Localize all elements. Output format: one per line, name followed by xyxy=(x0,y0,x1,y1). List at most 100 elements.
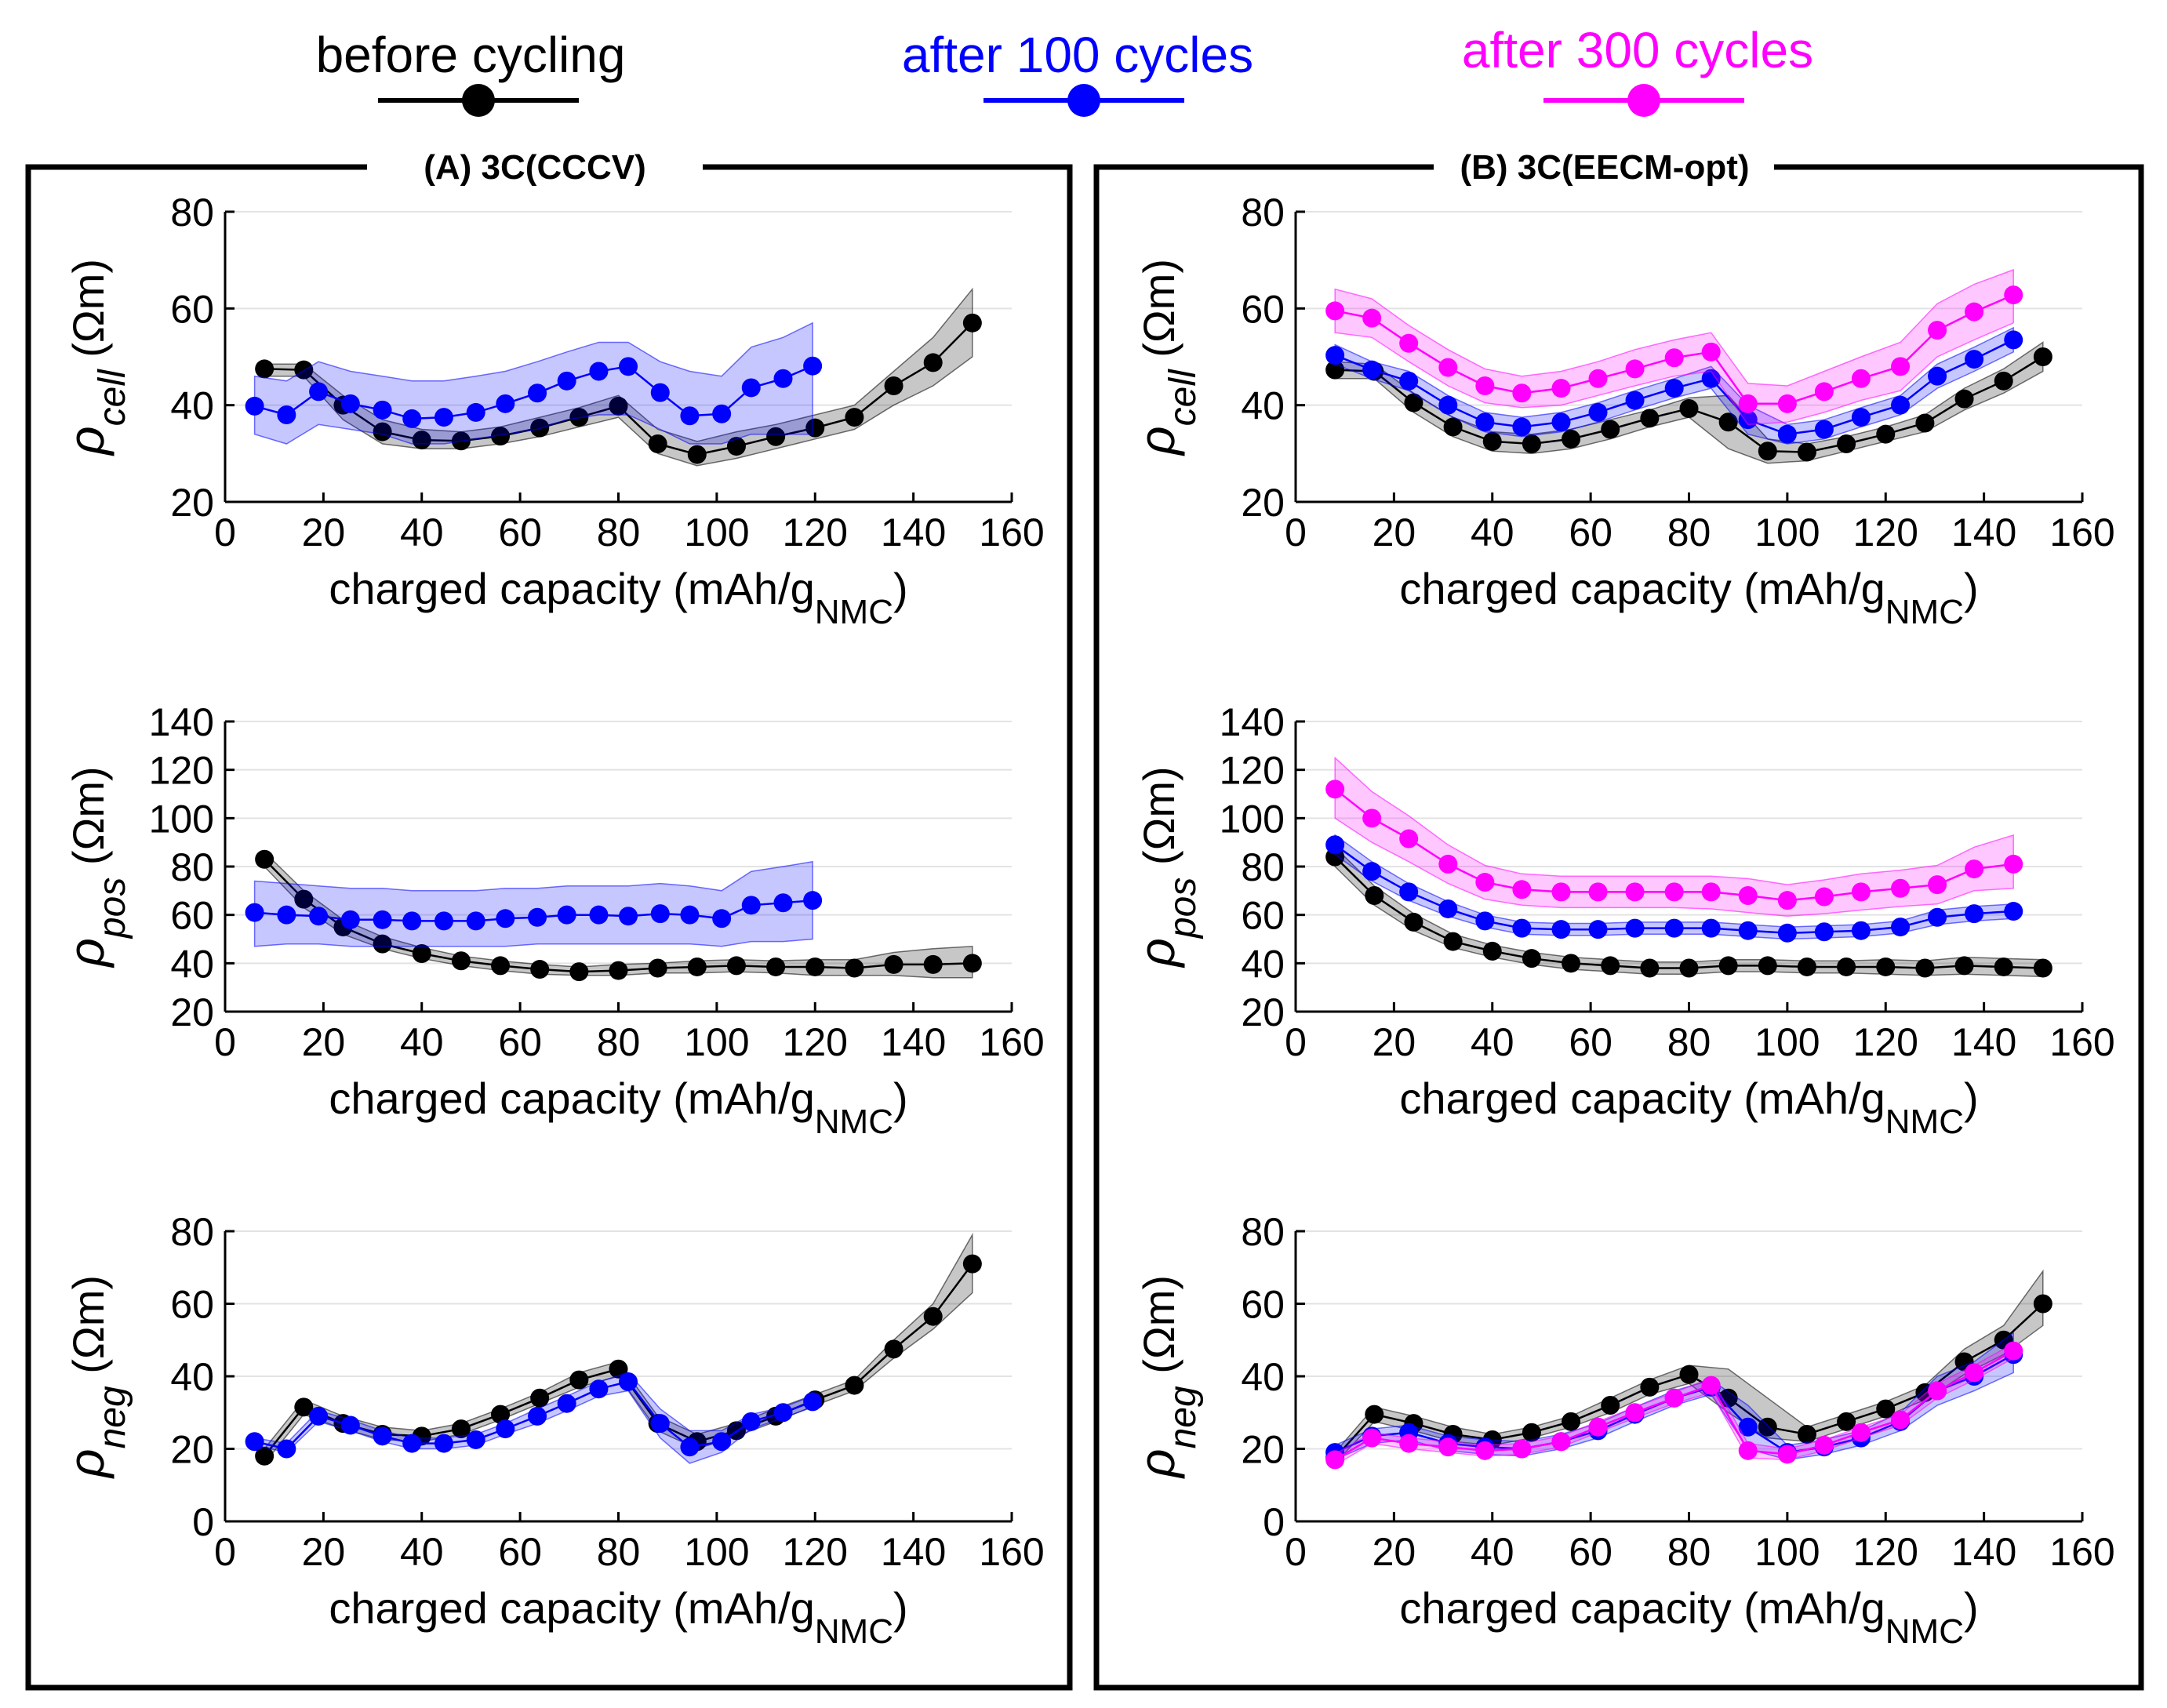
chart-a-pos-x-tick-label: 40 xyxy=(400,1020,444,1064)
chart-b-cell-point-c100 xyxy=(1851,408,1871,427)
chart-a-cell-y-label-rho: ρ xyxy=(58,426,115,456)
chart-b-pos-x-tick-label: 80 xyxy=(1667,1020,1711,1064)
chart-b-neg-x-label: charged capacity (mAh/gNMC) xyxy=(1399,1583,1978,1651)
chart-b-neg-x-tick-label: 160 xyxy=(2049,1530,2114,1574)
chart-a-neg-x-tick-label: 20 xyxy=(302,1530,346,1574)
chart-a-pos-y-tick-label: 80 xyxy=(170,845,214,889)
chart-b-cell-x-tick-label: 20 xyxy=(1373,511,1416,554)
chart-b-cell-point-c300 xyxy=(1588,369,1608,388)
chart-b-cell-point-c300 xyxy=(1814,382,1834,402)
chart-b-neg-point-c300 xyxy=(1475,1441,1495,1460)
chart-b-pos-point-c100 xyxy=(1701,918,1721,938)
chart-a-neg-x-tick-label: 160 xyxy=(979,1530,1044,1574)
chart-a-cell-y-tick-label: 40 xyxy=(170,384,214,428)
chart-a-cell-point-c100 xyxy=(650,383,670,402)
chart-b-neg-y-label: ρneg (Ωm) xyxy=(1129,1275,1204,1479)
chart-b-cell-point-c100 xyxy=(1891,395,1911,415)
chart-a-pos-y-tick-label: 40 xyxy=(170,942,214,986)
chart-a-cell-x-tick-label: 80 xyxy=(597,511,641,554)
chart-a-pos-point-before xyxy=(491,956,511,976)
chart-b-cell-y-label-sub: cell xyxy=(1162,369,1204,426)
chart-a-cell-point-c100 xyxy=(402,409,422,428)
chart-b-cell-point-c100 xyxy=(1701,369,1721,388)
chart-b-neg-point-c300 xyxy=(1928,1381,1947,1401)
chart-b-neg-point-c100 xyxy=(1738,1417,1758,1437)
chart-b-cell-point-before xyxy=(1837,434,1856,453)
chart-a-neg-x-tick-label: 60 xyxy=(498,1530,542,1574)
chart-b-cell-point-c100 xyxy=(1551,412,1571,432)
chart-b-cell-point-before xyxy=(1325,360,1345,380)
chart-a-neg-y-label-unit: (Ωm) xyxy=(64,1275,113,1386)
chart-a-neg-point-c100 xyxy=(803,1392,823,1412)
chart-b-pos-point-c300 xyxy=(1891,878,1911,898)
chart-a-cell-x-tick-label: 100 xyxy=(684,511,749,554)
chart-a-cell-point-c100 xyxy=(619,357,638,376)
chart-b-neg-point-c300 xyxy=(2004,1341,2023,1361)
chart-a-cell-x-tick-label: 120 xyxy=(783,511,848,554)
chart-a-neg-point-c100 xyxy=(528,1406,547,1426)
chart-b-pos-y-tick-label: 100 xyxy=(1220,797,1285,841)
chart-b-cell-point-before xyxy=(1718,412,1738,432)
chart-a-pos-band-c100 xyxy=(253,860,813,947)
chart-a-cell-point-c100 xyxy=(373,400,392,420)
chart-a-neg-x-tick-label: 80 xyxy=(597,1530,641,1574)
chart-a-pos-point-before xyxy=(805,957,825,976)
chart-b-pos-band-c300 xyxy=(1334,756,2014,917)
chart-a-neg-x-tick-label: 120 xyxy=(783,1530,848,1574)
chart-b-cell-point-c100 xyxy=(1438,395,1458,415)
chart-a-cell-band-before xyxy=(264,287,973,467)
chart-b-neg-x-label-sub: NMC xyxy=(1885,1612,1964,1651)
chart-b-neg-point-c300 xyxy=(1551,1432,1571,1452)
chart-a-pos-point-before xyxy=(294,889,314,909)
chart-b-pos-series-c300 xyxy=(1325,756,2023,917)
chart-b-cell-point-c300 xyxy=(1738,394,1758,413)
chart-a-neg-point-before xyxy=(845,1375,864,1395)
chart-b-neg-point-c300 xyxy=(1965,1363,1984,1383)
chart-a-cell-series-c100 xyxy=(245,322,823,445)
chart-a-pos-series-c100 xyxy=(245,860,823,947)
chart-a-cell-point-c100 xyxy=(557,371,576,391)
chart-b-cell-x-tick-label: 140 xyxy=(1951,511,2016,554)
legend-label-before: before cycling xyxy=(316,27,626,83)
chart-a-pos-series-before xyxy=(255,849,982,982)
chart-b-pos-point-before xyxy=(1994,957,2013,976)
chart-b-pos-point-c300 xyxy=(1965,859,1984,879)
chart-b-cell-band-c300 xyxy=(1334,268,2014,426)
chart-a-pos-point-before xyxy=(609,961,628,980)
chart-b-pos-point-before xyxy=(1601,956,1620,976)
chart-b-cell-x-tick-label: 100 xyxy=(1754,511,1820,554)
chart-b-neg-point-c300 xyxy=(1325,1450,1345,1470)
panel-b-title: (B) 3C(EECM-opt) xyxy=(1460,148,1749,187)
chart-b-cell-point-c100 xyxy=(1928,366,1947,386)
chart-b-cell-point-before xyxy=(1443,417,1463,437)
chart-a-cell-point-before xyxy=(923,353,943,372)
chart-b-neg-y-tick-label: 20 xyxy=(1241,1428,1285,1472)
chart-b-neg-point-before xyxy=(2033,1294,2052,1314)
panel-a-frame xyxy=(25,164,1073,1691)
chart-a-cell-y-label-unit: (Ωm) xyxy=(64,259,113,369)
chart-b-pos-point-c300 xyxy=(1664,882,1684,902)
chart-a-pos-x-label-sub: NMC xyxy=(815,1103,893,1141)
chart-a-cell-point-before xyxy=(609,396,628,416)
chart-b-neg: 0 20 40 60 80 100 120 140 160 0 20 40 60 80 charged ca… xyxy=(1129,1210,2115,1651)
chart-a-pos-point-before xyxy=(962,954,982,973)
chart-b-cell-point-c300 xyxy=(2004,285,2023,305)
chart-b-pos-point-before xyxy=(1562,954,1581,973)
panel-a: (A) 3C(CCCV) xyxy=(25,148,1073,1691)
chart-a-neg-point-before xyxy=(451,1419,471,1439)
chart-b-pos-point-c100 xyxy=(2004,902,2023,921)
chart-b-neg-point-c300 xyxy=(1738,1441,1758,1460)
chart-b-pos-point-c100 xyxy=(1325,835,1345,855)
chart-a-pos-x-tick-label: 140 xyxy=(881,1020,946,1064)
chart-b-pos-point-c100 xyxy=(1891,918,1911,937)
chart-a-neg-point-before xyxy=(294,1397,314,1417)
legend-marker-300 xyxy=(1627,84,1660,117)
chart-a-pos-point-c100 xyxy=(434,911,453,931)
chart-a-cell-x-tick-label: 140 xyxy=(881,511,946,554)
chart-a-pos-point-before xyxy=(569,962,589,982)
chart-b-pos-point-c100 xyxy=(1512,918,1532,938)
chart-b-cell-y-tick-label: 80 xyxy=(1241,191,1285,234)
chart-b-cell-x-label: charged capacity (mAh/gNMC) xyxy=(1399,564,1978,631)
legend-marker-100 xyxy=(1067,84,1100,117)
chart-a-neg-x-label-sub: NMC xyxy=(815,1612,893,1651)
